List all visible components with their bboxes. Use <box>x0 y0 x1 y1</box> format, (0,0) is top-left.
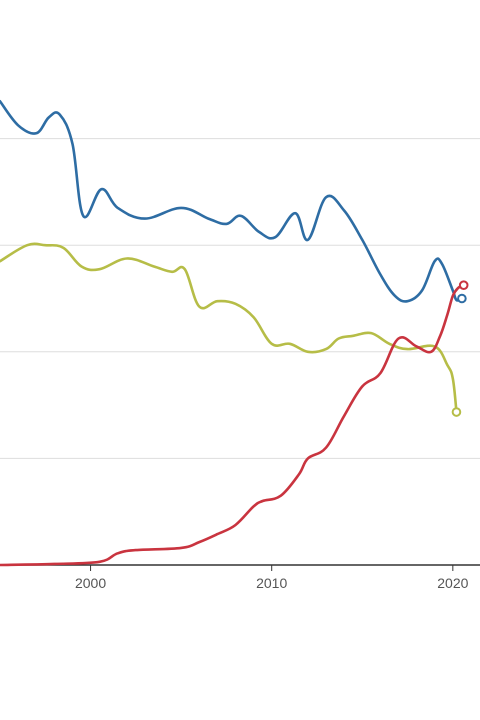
series-line-2 <box>0 242 458 414</box>
x-tick-label: 2020 <box>437 575 468 591</box>
series-end-marker-3 <box>458 280 469 290</box>
series-line-3 <box>0 283 465 567</box>
gridlines <box>0 138 480 459</box>
x-tick-label: 2000 <box>75 575 106 591</box>
series-end-marker-1 <box>457 293 467 304</box>
series-line-1 <box>0 100 464 303</box>
series-lines <box>0 100 469 567</box>
x-tick-label: 2010 <box>256 575 287 591</box>
x-axis: 2000 2010 2020 <box>0 564 480 591</box>
series-end-marker-2 <box>451 407 462 417</box>
